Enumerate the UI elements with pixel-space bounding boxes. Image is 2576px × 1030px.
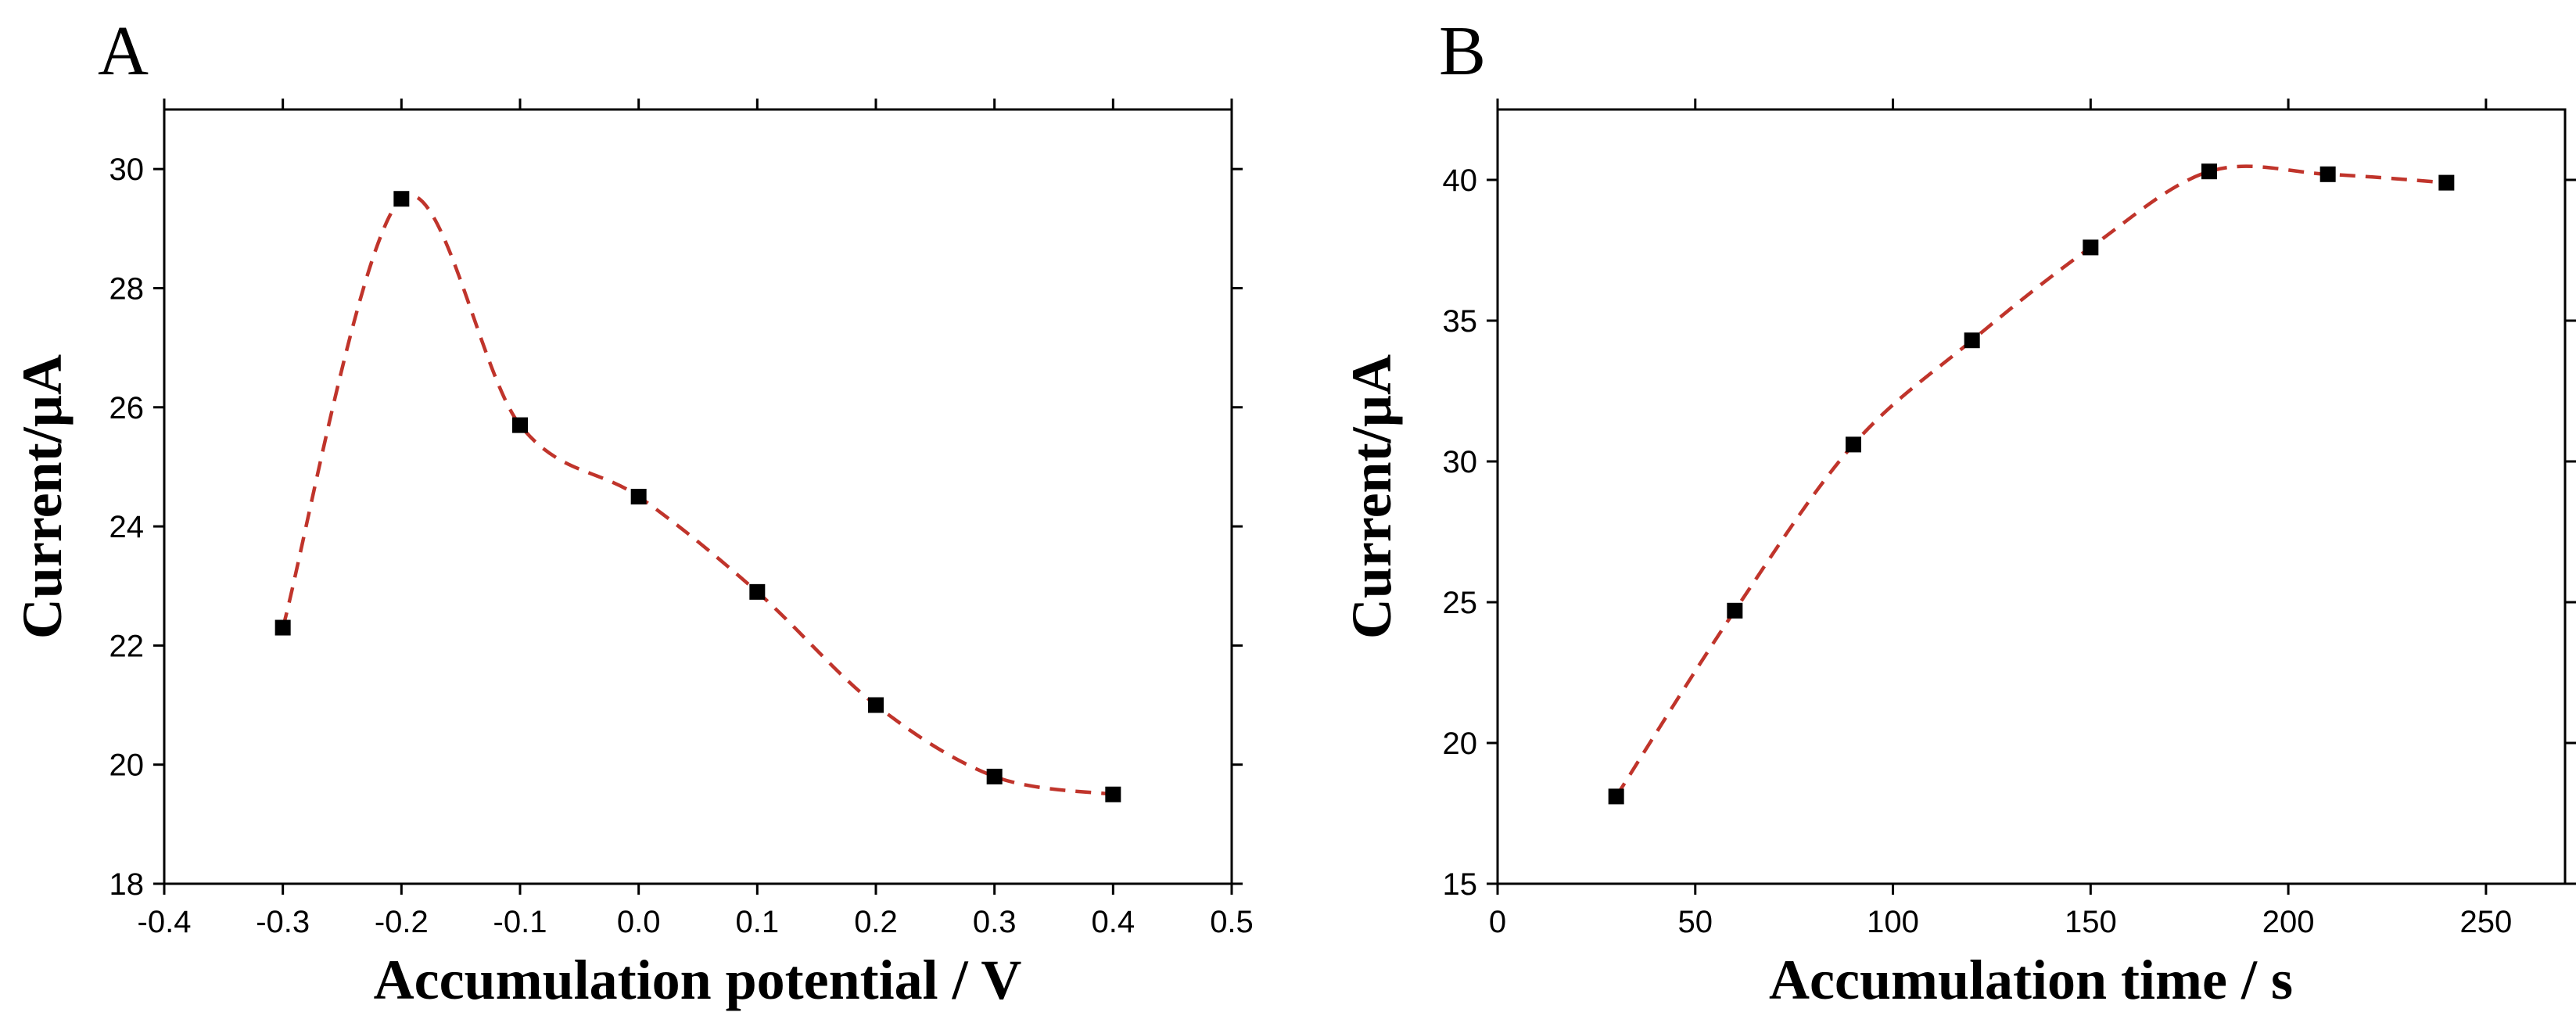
panel-b-markers [1608,163,2455,805]
panel-a-x-tick-label: 0.3 [973,905,1017,939]
panel-a-x-tick-label: 0.1 [736,905,780,939]
panel-b: B 0 50 100 150 200 250 15 20 25 30 35 40 Accumulati… [1340,13,2576,1011]
panel-a-x-axis-title: Accumulation potential / V [374,949,1022,1011]
panel-a-y-tick-label: 28 [109,271,145,306]
panel-b-y-axis-title: Current/µA [1340,354,1403,639]
panel-a-x-tick-label: 0.4 [1092,905,1136,939]
panel-b-x-tick-label: 50 [1678,905,1713,939]
panel-a-x-tick-label: -0.3 [256,905,310,939]
panel-b-data-point-1 [1727,602,1743,619]
panel-a-x-tick-label: -0.2 [375,905,429,939]
panel-a-y-tick-label: 30 [109,153,145,187]
panel-a-x-tick-label: -0.4 [138,905,192,939]
panel-a-data-point-4 [749,583,766,600]
panel-b-data-point-4 [2083,239,2099,256]
panel-a-data-point-5 [868,697,884,713]
panel-a-x-tick-label: 0.5 [1210,905,1254,939]
panel-b-y-tick-label: 20 [1443,727,1478,761]
panel-a-y-tick-label: 18 [109,867,145,902]
panel-b-tick-labels: 0 50 100 150 200 250 15 20 25 30 35 40 [1443,163,2513,939]
panel-a-ticks [153,99,1243,895]
panel-a-y-axis-title: Current/µA [11,354,74,639]
panel-a-data-point-3 [630,489,647,504]
panel-a-data-point-0 [274,619,291,636]
panel-a-tick-labels: -0.4 -0.3 -0.2 -0.1 0.0 0.1 0.2 0.3 0.4 0.5 18 20 22… [109,153,1254,939]
panel-a: A -0.4 -0.3 -0.2 -0.1 0.0 0.1 0.2 0.3 0.4 0.5 18 20… [11,13,1254,1011]
panel-b-x-tick-label: 100 [1867,905,1919,939]
panel-b-x-tick-label: 250 [2460,905,2513,939]
panel-a-x-tick-label: 0.2 [854,905,898,939]
panel-b-label: B [1439,13,1486,90]
panel-b-plot-frame [1496,108,2567,885]
panel-a-markers [274,191,1121,802]
panel-b-data-point-6 [2319,166,2336,182]
panel-a-plot-frame [163,108,1233,885]
panel-a-data-point-1 [393,191,410,207]
panel-b-data-point-7 [2438,174,2455,191]
panel-b-y-tick-label: 35 [1443,304,1478,339]
panel-a-data-point-7 [1105,786,1121,802]
panel-b-data-point-0 [1608,788,1624,805]
panel-a-data-point-6 [986,768,1003,784]
panel-b-y-tick-label: 40 [1443,163,1478,198]
panel-b-y-tick-label: 30 [1443,445,1478,479]
panel-b-y-tick-label: 25 [1443,586,1478,620]
panel-b-y-tick-label: 15 [1443,867,1478,902]
panel-b-x-axis-title: Accumulation time / s [1769,949,2293,1011]
panel-a-y-tick-label: 20 [109,748,145,783]
panel-b-ticks [1487,99,2576,895]
panel-a-y-tick-label: 24 [109,510,145,544]
panel-a-x-tick-label: -0.1 [493,905,547,939]
panel-b-x-tick-label: 200 [2262,905,2315,939]
panel-b-x-tick-label: 150 [2065,905,2117,939]
panel-a-label: A [98,13,149,90]
panel-a-y-tick-label: 22 [109,629,145,663]
panel-a-data-point-2 [512,417,528,433]
panel-a-x-tick-label: 0.0 [617,905,661,939]
panel-b-data-point-3 [1964,332,1980,349]
panel-b-data-point-5 [2201,163,2217,180]
panel-b-x-tick-label: 0 [1489,905,1506,939]
panel-a-y-tick-label: 26 [109,391,145,425]
panel-b-data-point-2 [1846,436,1861,453]
